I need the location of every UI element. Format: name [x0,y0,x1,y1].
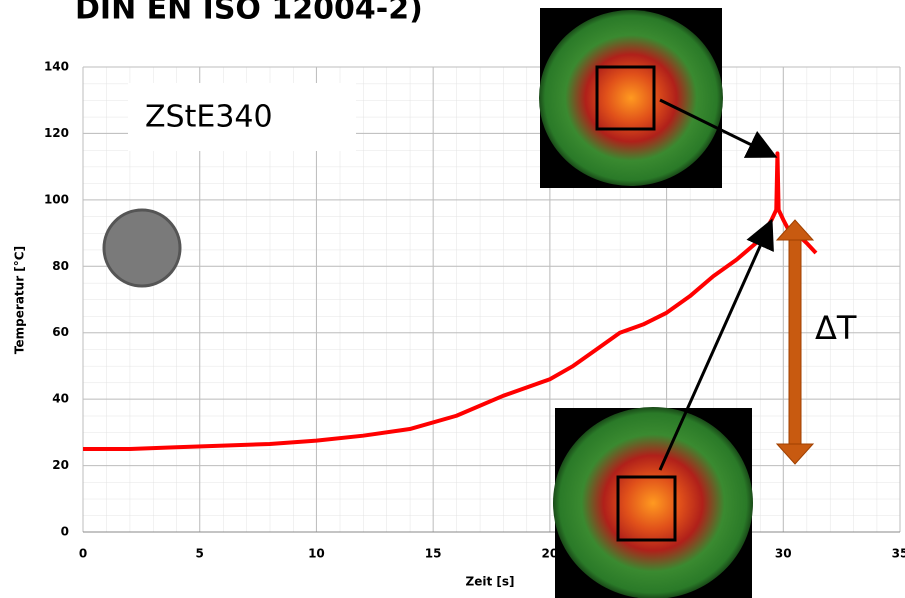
x-tick-label: 15 [425,547,442,561]
annotation: ΔT [815,309,857,347]
x-tick-label: 10 [308,547,325,561]
y-tick-label: 80 [52,259,69,273]
x-tick-label: 30 [775,547,792,561]
x-tick-label: 0 [79,547,87,561]
y-tick-label: 140 [44,60,69,74]
thermal-image [539,8,723,188]
annotation: ZStE340 [145,100,273,135]
x-tick-label: 35 [892,547,905,561]
chart-title: DIN EN ISO 12004-2) [75,0,423,27]
x-tick-label: 5 [196,547,204,561]
specimen-icon [104,210,180,286]
y-axis-label: Temperatur [°C] [13,246,27,354]
y-tick-label: 120 [44,126,69,140]
y-tick-label: 20 [52,458,69,472]
thermal-image [553,407,753,598]
x-axis-label: Zeit [s] [466,575,515,589]
y-tick-label: 60 [52,325,69,339]
y-tick-label: 40 [52,392,69,406]
chart: DIN EN ISO 12004-2) 05101520253035 ZStE3… [0,0,905,598]
y-tick-label: 0 [61,525,69,539]
y-tick-label: 100 [44,192,69,206]
